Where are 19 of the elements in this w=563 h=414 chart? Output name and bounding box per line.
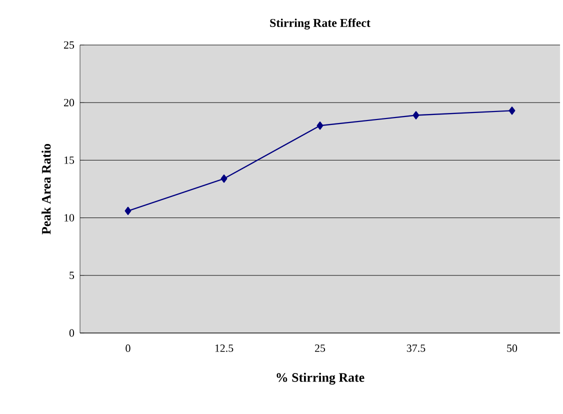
y-tick-label: 25 — [64, 41, 74, 49]
x-tick-label: 12.5 — [215, 344, 234, 352]
point — [316, 122, 324, 130]
y-tick-label: 10 — [64, 214, 74, 222]
y-tick-label: 20 — [64, 98, 74, 106]
y-tick-label: 15 — [64, 156, 74, 164]
point — [508, 106, 516, 115]
point — [412, 111, 420, 120]
y-tick-label: 5 — [70, 272, 74, 280]
point — [124, 206, 132, 215]
y-axis-title: Peak Area Ratio — [42, 144, 51, 234]
chart-title: Stirring Rate Effect — [270, 18, 370, 30]
x-tick-label: 37.5 — [406, 344, 426, 352]
y-tick-label: 0 — [69, 329, 74, 337]
x-tick-label: 50 — [507, 344, 518, 352]
x-tick-label: 0 — [126, 344, 130, 352]
point — [220, 174, 228, 183]
x-tick-label: 25 — [315, 344, 326, 352]
x-axis-title: % Stirring Rate — [276, 372, 364, 385]
